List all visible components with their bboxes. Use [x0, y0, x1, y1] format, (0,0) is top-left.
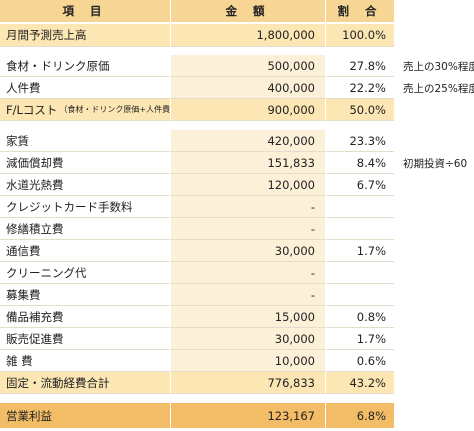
row-utilities-ratio: 6.7% — [325, 174, 394, 196]
row-repair-reserve-amount: - — [170, 218, 325, 240]
row-operating-profit-amount: 123,167 — [170, 403, 325, 428]
row-food-cost: 食材・ドリンク原価 500,000 27.8% — [0, 55, 394, 77]
row-fl-cost-label: F/Lコスト — [6, 102, 58, 117]
row-repair-reserve: 修繕積立費 - — [0, 218, 394, 240]
row-food-cost-ratio: 27.8% — [325, 55, 394, 77]
row-utilities-item: 水道光熱費 — [0, 174, 170, 196]
row-promotion-amount: 30,000 — [170, 328, 325, 350]
row-labor-cost: 人件費 400,000 22.2% — [0, 77, 394, 99]
row-depreciation-ratio: 8.4% — [325, 152, 394, 174]
row-expense-total-item: 固定・流動経費合計 — [0, 372, 170, 394]
row-expense-total: 固定・流動経費合計 776,833 43.2% — [0, 372, 394, 394]
row-recruiting: 募集費 - — [0, 284, 394, 306]
note-labor-cost: 売上の25%程度 — [403, 83, 474, 95]
row-labor-cost-amount: 400,000 — [170, 77, 325, 99]
row-promotion-item: 販売促進費 — [0, 328, 170, 350]
row-fl-cost-item: F/Lコスト （食材・ドリンク原価+人件費） — [0, 99, 170, 121]
row-telecom-item: 通信費 — [0, 240, 170, 262]
row-fl-cost-sublabel: （食材・ドリンク原価+人件費） — [59, 105, 170, 114]
note-depreciation: 初期投資÷60 — [403, 158, 468, 170]
row-cleaning-ratio — [325, 262, 394, 284]
row-cleaning-amount: - — [170, 262, 325, 284]
row-misc: 雑 費 10,000 0.6% — [0, 350, 394, 372]
table-header: 項 目 金 額 割 合 — [0, 0, 394, 22]
row-supplies-ratio: 0.8% — [325, 306, 394, 328]
row-depreciation-item: 減価償却費 — [0, 152, 170, 174]
row-rent-item: 家賃 — [0, 130, 170, 152]
row-repair-reserve-item: 修繕積立費 — [0, 218, 170, 240]
row-recruiting-ratio — [325, 284, 394, 306]
row-expense-total-ratio: 43.2% — [325, 372, 394, 394]
row-recruiting-amount: - — [170, 284, 325, 306]
row-sales-item: 月間予測売上高 — [0, 24, 170, 47]
row-card-fee-ratio — [325, 196, 394, 218]
row-cleaning-item: クリーニング代 — [0, 262, 170, 284]
row-cleaning: クリーニング代 - — [0, 262, 394, 284]
row-rent-amount: 420,000 — [170, 130, 325, 152]
header-item: 項 目 — [0, 0, 170, 22]
header-amount: 金 額 — [170, 0, 325, 22]
row-operating-profit: 営業利益 123,167 6.8% — [0, 403, 394, 428]
row-misc-amount: 10,000 — [170, 350, 325, 372]
row-fl-cost-amount: 900,000 — [170, 99, 325, 121]
row-sales: 月間予測売上高 1,800,000 100.0% — [0, 24, 394, 47]
row-sales-amount: 1,800,000 — [170, 24, 325, 47]
row-supplies: 備品補充費 15,000 0.8% — [0, 306, 394, 328]
row-rent: 家賃 420,000 23.3% — [0, 130, 394, 152]
row-labor-cost-item: 人件費 — [0, 77, 170, 99]
row-food-cost-amount: 500,000 — [170, 55, 325, 77]
row-telecom: 通信費 30,000 1.7% — [0, 240, 394, 262]
row-sales-ratio: 100.0% — [325, 24, 394, 47]
row-repair-reserve-ratio — [325, 218, 394, 240]
row-fl-cost-ratio: 50.0% — [325, 99, 394, 121]
row-misc-item: 雑 費 — [0, 350, 170, 372]
row-misc-ratio: 0.6% — [325, 350, 394, 372]
row-operating-profit-item: 営業利益 — [0, 403, 170, 428]
row-depreciation: 減価償却費 151,833 8.4% — [0, 152, 394, 174]
row-expense-total-amount: 776,833 — [170, 372, 325, 394]
row-telecom-amount: 30,000 — [170, 240, 325, 262]
row-supplies-amount: 15,000 — [170, 306, 325, 328]
row-depreciation-amount: 151,833 — [170, 152, 325, 174]
row-labor-cost-ratio: 22.2% — [325, 77, 394, 99]
row-utilities: 水道光熱費 120,000 6.7% — [0, 174, 394, 196]
row-fl-cost: F/Lコスト （食材・ドリンク原価+人件費） 900,000 50.0% — [0, 99, 394, 121]
row-telecom-ratio: 1.7% — [325, 240, 394, 262]
note-food-cost: 売上の30%程度 — [403, 61, 474, 73]
row-promotion: 販売促進費 30,000 1.7% — [0, 328, 394, 350]
row-card-fee-amount: - — [170, 196, 325, 218]
row-promotion-ratio: 1.7% — [325, 328, 394, 350]
row-food-cost-item: 食材・ドリンク原価 — [0, 55, 170, 77]
row-rent-ratio: 23.3% — [325, 130, 394, 152]
header-ratio: 割 合 — [325, 0, 394, 22]
row-operating-profit-ratio: 6.8% — [325, 403, 394, 428]
row-card-fee-item: クレジットカード手数料 — [0, 196, 170, 218]
row-recruiting-item: 募集費 — [0, 284, 170, 306]
row-card-fee: クレジットカード手数料 - — [0, 196, 394, 218]
row-supplies-item: 備品補充費 — [0, 306, 170, 328]
row-utilities-amount: 120,000 — [170, 174, 325, 196]
